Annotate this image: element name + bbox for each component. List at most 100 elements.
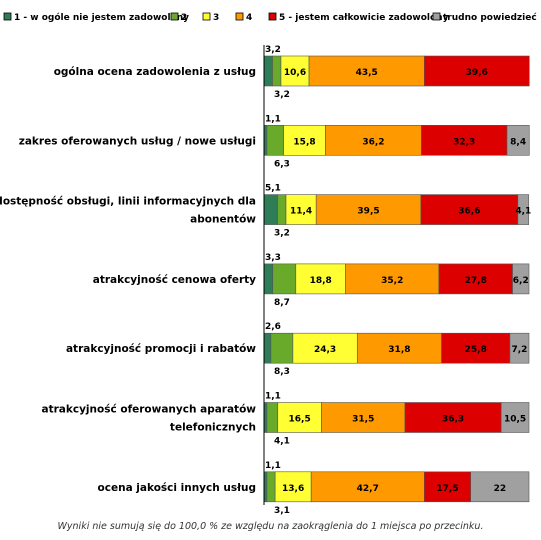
data-label: 7,2 xyxy=(511,345,527,355)
category-label: dostępność obsługi, linii informacyjnych… xyxy=(0,196,256,208)
bar-segment xyxy=(277,194,287,225)
bar-segment xyxy=(295,263,346,295)
bar-segment xyxy=(345,263,440,295)
data-label: 5,1 xyxy=(265,184,281,194)
legend-swatch xyxy=(268,12,277,21)
legend-label: 4 xyxy=(246,13,252,23)
data-label: 18,8 xyxy=(310,276,332,286)
footnote: Wyniki nie sumują się do 100,0 % ze wzgl… xyxy=(57,521,484,532)
bar-segment xyxy=(263,263,274,295)
legend-label: 5 - jestem całkowicie zadowolony xyxy=(279,13,449,23)
bar-segment xyxy=(438,263,513,295)
bar-segment xyxy=(266,125,284,156)
category-label: atrakcyjność oferowanych aparatów xyxy=(42,404,257,416)
data-label: 39,6 xyxy=(466,68,488,78)
legend-item-3: 4 xyxy=(235,12,252,23)
bar-segment xyxy=(441,332,511,364)
bar-segment xyxy=(424,55,530,87)
data-label: 17,5 xyxy=(436,484,458,494)
data-label: 8,7 xyxy=(274,298,290,308)
data-label: 25,8 xyxy=(465,345,487,355)
legend-swatch xyxy=(170,12,179,21)
legend-item-5: trudno powiedzieć xyxy=(432,12,537,23)
data-label: 16,5 xyxy=(289,415,311,425)
legend-swatch xyxy=(202,12,211,21)
data-label: 22 xyxy=(494,484,507,494)
bar-segment xyxy=(266,402,279,433)
category-label: ogólna ocena zadowolenia z usług xyxy=(54,66,256,78)
data-label: 39,5 xyxy=(357,207,379,217)
bar-segment xyxy=(266,471,276,503)
bar-segment xyxy=(277,402,322,433)
bar-segment xyxy=(270,332,294,364)
data-label: 1,1 xyxy=(265,461,281,471)
bar-segment xyxy=(263,194,278,225)
category-label: zakres oferowanych usług / nowe usługi xyxy=(19,135,256,147)
bar-segment xyxy=(292,332,358,364)
legend-item-2: 3 xyxy=(202,12,219,23)
category-labels: ogólna ocena zadowolenia z usług zakres o… xyxy=(0,66,256,494)
bar-segment xyxy=(470,471,530,503)
data-label: 6,2 xyxy=(513,276,529,286)
bar-segment xyxy=(263,332,272,364)
data-label: 3,2 xyxy=(274,229,290,239)
bar-segment xyxy=(280,55,310,87)
data-label: 36,2 xyxy=(362,137,384,147)
data-label: 42,7 xyxy=(357,484,379,494)
legend-swatch xyxy=(235,12,244,21)
bar-segment xyxy=(310,471,425,503)
data-label: 32,3 xyxy=(453,137,475,147)
legend-item-0: 1 - w ogóle nie jestem zadowolony xyxy=(3,12,189,23)
bar-segment xyxy=(517,194,530,225)
data-label: 10,5 xyxy=(504,415,526,425)
category-label: telefonicznych xyxy=(170,422,256,434)
data-label: 10,6 xyxy=(284,68,306,78)
bar-segment xyxy=(321,402,406,433)
data-label: 36,3 xyxy=(442,415,464,425)
legend-label: 1 - w ogóle nie jestem zadowolony xyxy=(14,12,189,23)
category-label: atrakcyjność cenowa oferty xyxy=(93,274,256,286)
data-label: 15,8 xyxy=(293,137,315,147)
data-label: 3,2 xyxy=(265,45,281,55)
bars: 3,2 3,2 10,6 43,5 39,6 1,1 6,3 15,8 36,2 32,3 8,4 5… xyxy=(263,45,531,516)
data-label: 11,4 xyxy=(290,207,312,217)
data-label: 24,3 xyxy=(314,345,336,355)
data-label: 1,1 xyxy=(265,392,281,402)
legend-label: trudno powiedzieć xyxy=(443,12,537,23)
data-label: 31,8 xyxy=(388,345,410,355)
bar-segment xyxy=(500,402,530,433)
data-label: 13,6 xyxy=(282,484,304,494)
data-label: 8,4 xyxy=(510,137,526,147)
bar-segment xyxy=(285,194,317,225)
data-label: 4,1 xyxy=(274,437,290,447)
data-label: 2,6 xyxy=(265,322,281,332)
category-label: ocena jakości innych usług xyxy=(98,482,256,494)
data-label: 31,5 xyxy=(352,415,374,425)
bar-segment xyxy=(356,332,442,364)
bar-segment xyxy=(512,263,530,295)
bar-segment xyxy=(308,55,425,87)
legend-item-1: 2 xyxy=(170,12,187,23)
data-label: 43,5 xyxy=(356,68,378,78)
data-label: 3,2 xyxy=(274,90,290,100)
bar-segment xyxy=(424,471,472,503)
legend-swatch xyxy=(3,12,12,21)
data-label: 35,2 xyxy=(381,276,403,286)
bar-segment xyxy=(404,402,502,433)
legend-label: 2 xyxy=(181,13,187,23)
legend-label: 3 xyxy=(213,13,219,23)
data-label: 3,3 xyxy=(265,253,281,263)
bar-segment xyxy=(315,194,422,225)
data-label: 1,1 xyxy=(265,114,281,124)
bar-segment xyxy=(272,263,297,295)
data-label: 3,1 xyxy=(274,506,290,516)
legend-swatch xyxy=(432,12,441,21)
data-label: 8,3 xyxy=(274,367,290,377)
bar-segment xyxy=(263,55,273,87)
category-label: abonentów xyxy=(190,214,256,226)
category-label: atrakcyjność promocji i rabatów xyxy=(66,343,256,355)
legend-item-4: 5 - jestem całkowicie zadowolony xyxy=(268,12,449,23)
data-label: 4,1 xyxy=(515,207,531,217)
